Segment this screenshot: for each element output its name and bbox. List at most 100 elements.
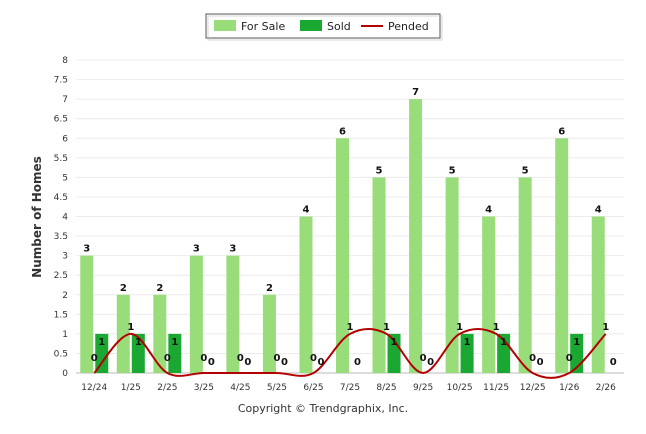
pended-series-line xyxy=(93,327,607,379)
x-tick-label: 9/25 xyxy=(413,383,433,393)
legend-label-sold: Sold xyxy=(327,20,351,33)
label-sold: 1 xyxy=(135,337,142,348)
bar-for-sale xyxy=(445,177,459,373)
x-tick-label: 6/25 xyxy=(303,383,323,393)
label-for-sale: 3 xyxy=(193,244,200,255)
y-axis-ticks: 0 0.5 1 1.5 2 2.5 3 3.5 4 4.5 5 5.5 6 6.5 7 7.5 8 xyxy=(54,56,69,379)
label-for-sale: 2 xyxy=(266,283,273,294)
x-tick-label: 1/25 xyxy=(121,383,141,393)
label-for-sale: 2 xyxy=(120,283,127,294)
data-labels: 3102112103003002004006015117005114115006… xyxy=(83,87,616,368)
legend-label-for-sale: For Sale xyxy=(241,20,285,33)
label-pended: 1 xyxy=(493,322,500,333)
y-tick-label: 3 xyxy=(62,252,68,262)
label-for-sale: 4 xyxy=(302,205,309,216)
x-tick-label: 7/25 xyxy=(340,383,360,393)
y-axis-label: Number of Homes xyxy=(30,156,44,278)
bar-sold xyxy=(460,333,474,373)
bar-sold xyxy=(131,333,145,373)
y-tick-label: 0 xyxy=(62,369,68,379)
x-axis-ticks: 12/24 1/25 2/25 3/25 4/25 5/25 6/25 7/25 8/25 9/2… xyxy=(81,383,616,393)
pended-line xyxy=(93,327,607,379)
y-tick-label: 7 xyxy=(62,95,68,105)
label-pended: 0 xyxy=(310,353,317,364)
y-tick-label: 5.5 xyxy=(54,154,68,164)
x-tick-label: 4/25 xyxy=(230,383,250,393)
label-for-sale: 2 xyxy=(156,283,163,294)
label-sold: 1 xyxy=(391,337,398,348)
label-pended: 0 xyxy=(91,353,98,364)
bar-for-sale xyxy=(153,294,167,373)
y-tick-label: 1 xyxy=(62,330,68,340)
x-tick-label: 3/25 xyxy=(194,383,214,393)
label-sold: 1 xyxy=(98,337,105,348)
y-tick-label: 2 xyxy=(62,291,68,301)
gridlines xyxy=(76,59,624,374)
label-for-sale: 3 xyxy=(229,244,236,255)
label-pended: 0 xyxy=(566,353,573,364)
x-tick-label: 11/25 xyxy=(483,383,509,393)
label-for-sale: 4 xyxy=(595,205,602,216)
label-sold: 0 xyxy=(317,357,324,368)
legend: For Sale Sold Pended xyxy=(205,13,443,41)
y-tick-label: 8 xyxy=(62,56,68,66)
label-for-sale: 5 xyxy=(449,165,456,176)
label-pended: 0 xyxy=(420,353,427,364)
label-pended: 1 xyxy=(347,322,354,333)
bar-for-sale xyxy=(299,216,313,373)
y-tick-label: 6.5 xyxy=(54,115,68,125)
label-pended: 0 xyxy=(529,353,536,364)
label-sold: 0 xyxy=(244,357,251,368)
label-for-sale: 5 xyxy=(376,165,383,176)
y-tick-label: 5 xyxy=(62,173,68,183)
x-tick-label: 5/25 xyxy=(267,383,287,393)
label-sold: 0 xyxy=(427,357,434,368)
copyright: Copyright © Trendgraphix, Inc. xyxy=(237,402,409,415)
y-tick-label: 0.5 xyxy=(54,349,68,359)
bar-for-sale xyxy=(482,216,496,373)
x-tick-label: 10/25 xyxy=(447,383,473,393)
label-sold: 1 xyxy=(464,337,471,348)
y-tick-label: 1.5 xyxy=(54,310,68,320)
y-tick-label: 2.5 xyxy=(54,271,68,281)
label-for-sale: 3 xyxy=(83,244,90,255)
label-pended: 1 xyxy=(383,322,390,333)
label-pended: 1 xyxy=(602,322,609,333)
bar-sold xyxy=(95,333,109,373)
bar-for-sale xyxy=(518,177,532,373)
label-pended: 0 xyxy=(164,353,171,364)
y-tick-label: 3.5 xyxy=(54,232,68,242)
bars xyxy=(80,99,605,373)
legend-swatch-for-sale xyxy=(214,20,236,31)
bar-for-sale xyxy=(372,177,386,373)
bar-for-sale xyxy=(591,216,605,373)
x-tick-label: 12/24 xyxy=(81,383,107,393)
label-pended: 0 xyxy=(237,353,244,364)
y-tick-label: 6 xyxy=(62,134,68,144)
y-tick-label: 4.5 xyxy=(54,193,68,203)
bar-for-sale xyxy=(116,294,130,373)
label-sold: 0 xyxy=(537,357,544,368)
label-pended: 1 xyxy=(456,322,463,333)
x-tick-label: 12/25 xyxy=(520,383,546,393)
bar-for-sale xyxy=(409,99,423,373)
label-sold: 1 xyxy=(171,337,178,348)
label-pended: 0 xyxy=(273,353,280,364)
legend-swatch-sold xyxy=(300,20,322,31)
bar-for-sale xyxy=(80,255,94,373)
x-tick-label: 1/26 xyxy=(559,383,579,393)
label-sold: 0 xyxy=(610,357,617,368)
x-tick-label: 2/25 xyxy=(157,383,177,393)
label-for-sale: 4 xyxy=(485,205,492,216)
label-for-sale: 5 xyxy=(522,165,529,176)
bar-for-sale xyxy=(226,255,240,373)
label-pended: 0 xyxy=(200,353,207,364)
bar-for-sale xyxy=(189,255,203,373)
label-sold: 1 xyxy=(500,337,507,348)
label-for-sale: 7 xyxy=(412,87,419,98)
bar-sold xyxy=(168,333,182,373)
label-sold: 0 xyxy=(208,357,215,368)
y-tick-label: 4 xyxy=(62,213,68,223)
bar-for-sale xyxy=(555,138,569,373)
bar-for-sale xyxy=(262,294,276,373)
